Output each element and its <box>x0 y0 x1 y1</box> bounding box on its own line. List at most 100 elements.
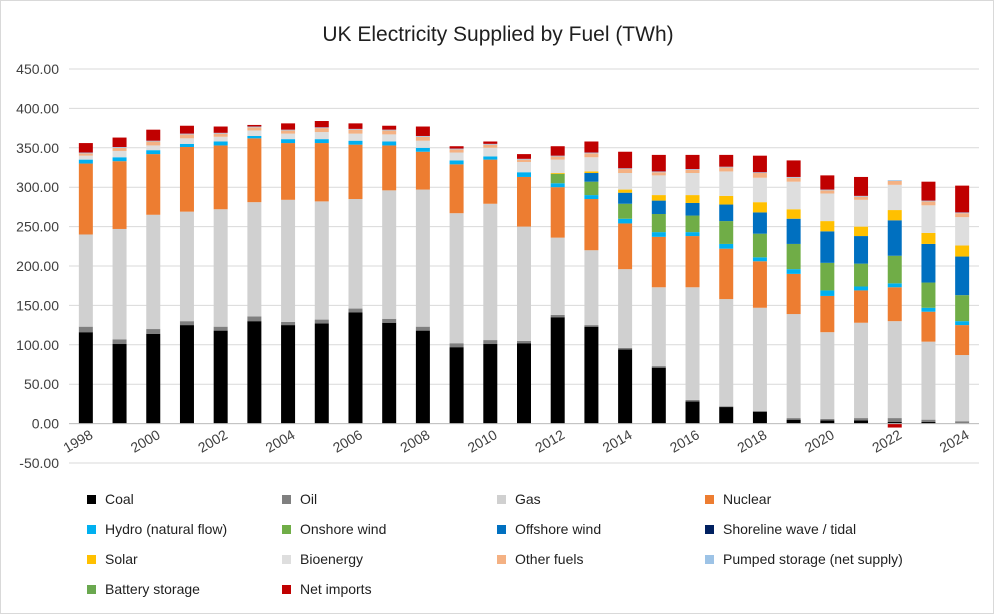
bar-segment <box>719 167 734 172</box>
bar-segment <box>213 132 228 134</box>
bar-segment <box>517 340 531 344</box>
bar-segment <box>820 231 835 263</box>
bar-segment <box>483 143 498 145</box>
bar-segment <box>146 150 161 155</box>
bar-segment <box>314 143 329 202</box>
legend-swatch <box>282 524 291 534</box>
bar-segment <box>281 133 296 140</box>
bar-segment <box>415 326 430 331</box>
bar-segment <box>78 152 93 154</box>
legend-label: Other fuels <box>515 551 584 567</box>
bar-segment <box>685 173 700 196</box>
bar-segment <box>314 127 329 129</box>
bar-segment <box>651 195 666 201</box>
y-axis-ticks: -50.00 0.00 50.00 100.00 150.00 200.00 250.00 3… <box>16 61 59 471</box>
bar-segment <box>146 214 161 330</box>
bar-segment <box>146 129 161 141</box>
legend-item: Other fuels <box>497 549 583 569</box>
bar-segment <box>887 287 902 322</box>
bar-segment <box>719 195 734 205</box>
bar-segment <box>685 401 700 424</box>
bar-segment <box>685 169 700 174</box>
legend-label: Hydro (natural flow) <box>105 521 228 537</box>
bar-segment <box>415 147 430 152</box>
legend-item: Onshore wind <box>282 519 386 539</box>
bar-segment <box>685 202 700 216</box>
bar-segment <box>584 141 599 153</box>
bar-segment <box>651 171 666 173</box>
bar-segment <box>179 211 194 322</box>
bar-segment <box>179 125 194 134</box>
bar-segment <box>820 193 835 222</box>
legend-item: Nuclear <box>705 489 771 509</box>
bar-segment <box>618 203 633 219</box>
bar-segment <box>382 129 397 131</box>
bar-segment <box>483 156 498 160</box>
bar-segment <box>415 330 430 424</box>
x-tick-label: 2006 <box>330 426 365 456</box>
bar-segment <box>618 168 633 170</box>
bar-segment <box>786 181 801 210</box>
bar-segment <box>348 129 363 134</box>
legend-swatch <box>87 554 96 564</box>
bar-segment <box>887 210 902 221</box>
bar-segment <box>146 140 161 142</box>
bar-segment <box>517 154 531 159</box>
bar-segment <box>382 125 397 130</box>
legend-swatch <box>282 554 291 564</box>
bar-segment <box>281 129 296 131</box>
bar-segment <box>854 196 869 200</box>
y-tick-label: 250.00 <box>16 219 59 235</box>
legend-label: Bioenergy <box>300 551 364 567</box>
bar-segment <box>348 199 363 309</box>
bar-segment <box>955 421 970 424</box>
legend-item: Gas <box>497 489 541 509</box>
bar-segment <box>213 126 228 133</box>
bar-segment <box>483 344 498 424</box>
legend-swatch <box>282 584 291 594</box>
legend-label: Pumped storage (net supply) <box>723 551 903 567</box>
bar-segment <box>517 161 531 173</box>
bar-segment <box>651 287 666 367</box>
bar-segment <box>584 157 599 172</box>
legend-label: Offshore wind <box>515 521 602 537</box>
bar-segment <box>550 237 565 315</box>
bar-segment <box>78 155 93 160</box>
bar-segment <box>584 250 599 326</box>
bar-segment <box>281 199 296 322</box>
legend-swatch <box>282 494 291 504</box>
bar-segment <box>382 318 397 323</box>
legend-item: Coal <box>87 489 134 509</box>
bar-segment <box>112 344 127 424</box>
bar-segment <box>314 139 329 144</box>
x-tick-label: 2010 <box>465 426 500 456</box>
chart-title: UK Electricity Supplied by Fuel (TWh) <box>322 23 673 46</box>
y-tick-label: 100.00 <box>16 337 59 353</box>
legend-item: Solar <box>87 549 138 569</box>
bar-segment <box>550 173 565 174</box>
bar-segment <box>213 330 228 424</box>
bar-segment <box>618 269 633 348</box>
bar-segment <box>719 221 734 244</box>
bar-segment <box>78 234 93 327</box>
bar-segment <box>685 169 700 170</box>
bar-segment <box>955 217 970 246</box>
bar-segment <box>348 123 363 129</box>
bar-segment <box>820 190 835 194</box>
x-tick-label: 2020 <box>802 426 837 456</box>
x-tick-label: 2012 <box>532 426 567 456</box>
bar-segment <box>820 332 835 419</box>
bar-segment <box>752 261 767 308</box>
bar-segment <box>213 141 228 146</box>
bar-segment <box>550 183 565 188</box>
legend-label: Oil <box>300 491 318 507</box>
bar-segment <box>449 347 464 424</box>
bar-segment <box>752 172 767 174</box>
bar-segment <box>618 189 633 193</box>
bar-segment <box>921 307 936 312</box>
bar-segment <box>955 321 970 326</box>
bar-segment <box>752 177 767 203</box>
legend-item: Bioenergy <box>282 549 363 569</box>
bar-segment <box>955 212 970 214</box>
